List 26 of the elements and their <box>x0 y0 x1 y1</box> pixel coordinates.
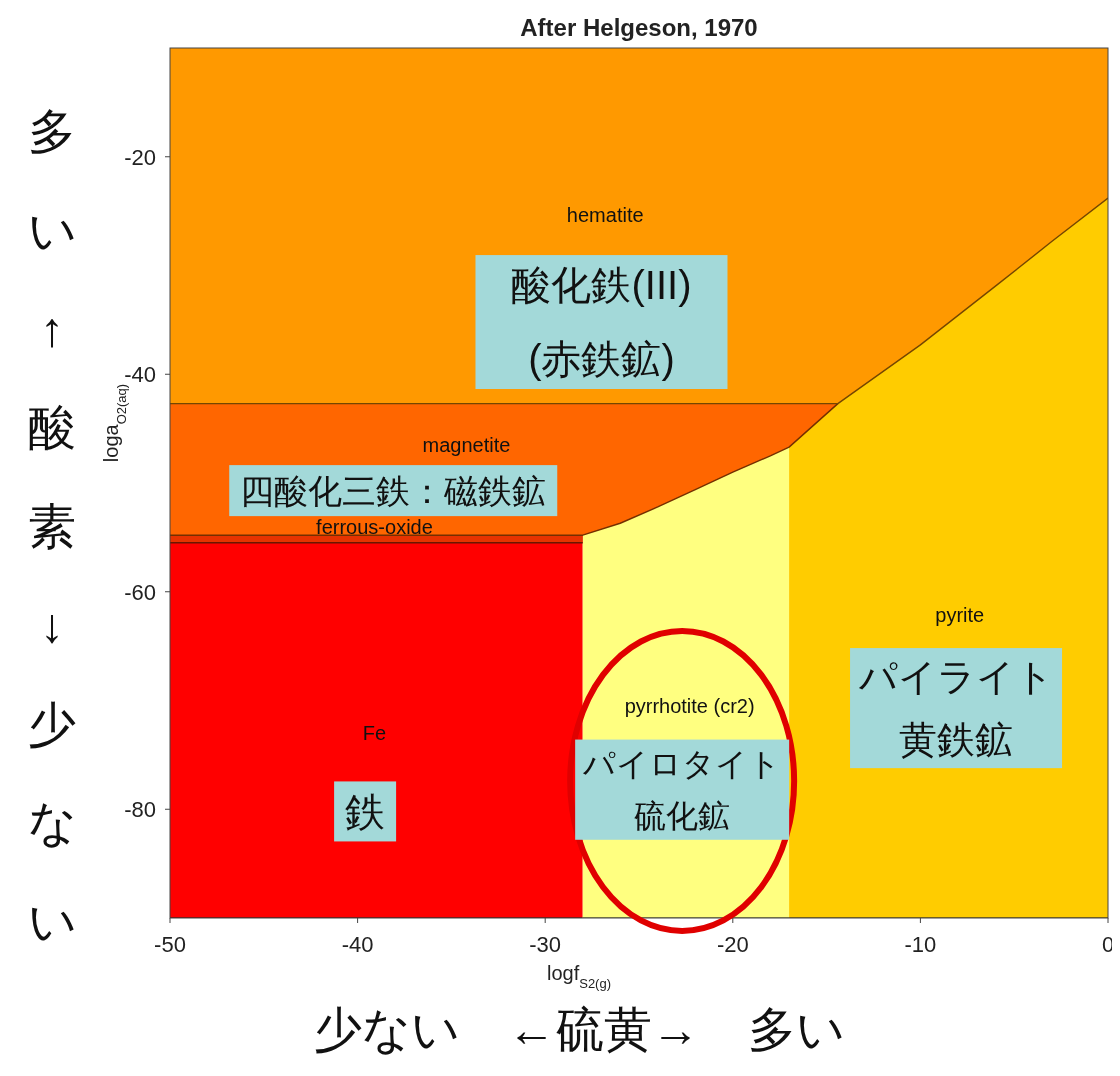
x-tick-label: -40 <box>341 932 374 957</box>
annotation: 酸化鉄(III) <box>511 263 692 308</box>
annotation: magnetite <box>422 434 511 457</box>
annotation: pyrrhotite (cr2) <box>624 695 755 718</box>
annotation: パイロタイト <box>582 746 782 783</box>
x-tick-label: -10 <box>904 932 937 957</box>
x-tick-label: -50 <box>154 932 186 957</box>
x-tick-label: -30 <box>529 932 562 957</box>
annotation: パイライト <box>857 656 1054 699</box>
y-tick-label: -80 <box>124 797 156 823</box>
annotation: ferrous-oxide <box>316 515 433 538</box>
annotation: Fe <box>362 722 387 745</box>
x-tick-label: -20 <box>716 932 749 957</box>
annotation: 黄鉄鉱 <box>899 719 1014 762</box>
text: 多い↑酸素↓少ない <box>27 105 77 948</box>
annotation: 鉄 <box>345 789 386 834</box>
annotation: 硫化鉱 <box>634 798 731 835</box>
text: 少ない ←硫黄→ 多い <box>313 1003 845 1056</box>
annotation: pyrite <box>935 603 985 626</box>
annotation: 四酸化三鉄：磁鉄鉱 <box>240 471 547 510</box>
y-tick-label: -20 <box>124 144 156 170</box>
y-tick-label: -60 <box>124 579 156 605</box>
annotation: (赤鉄鉱) <box>528 337 675 382</box>
annotation: hematite <box>566 203 644 226</box>
x-axis-title: logf$_{S2(g)}$ <box>546 962 612 991</box>
chart-title: After Helgeson, 1970 <box>520 14 758 41</box>
